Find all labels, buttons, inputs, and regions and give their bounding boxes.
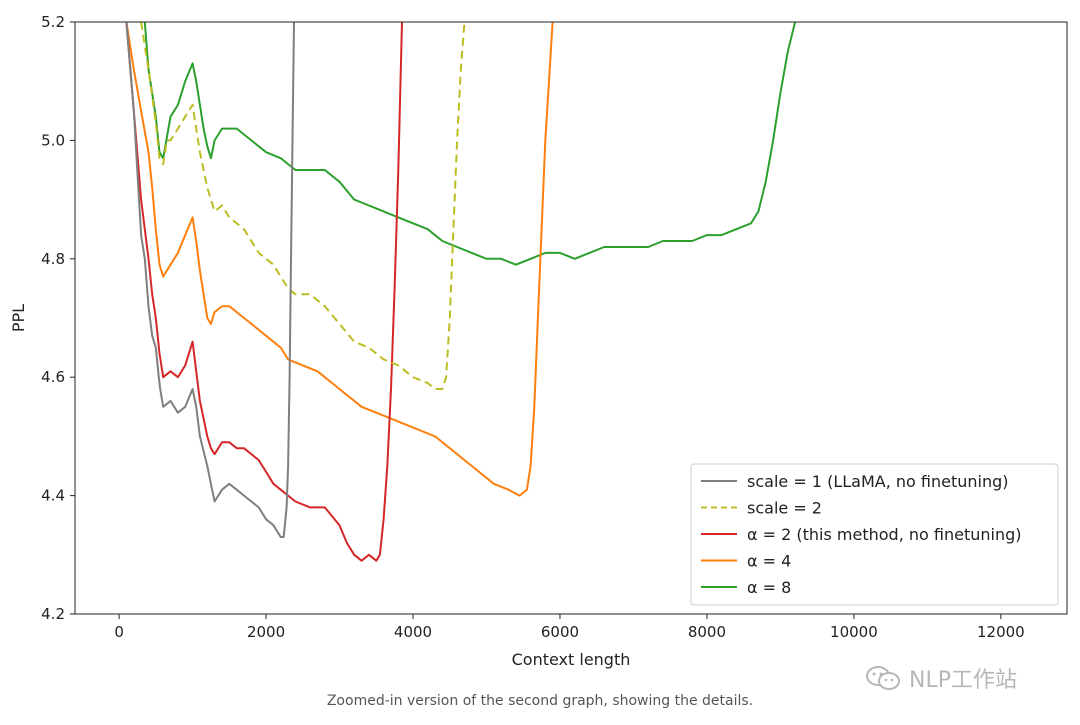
legend-entry: α = 2 (this method, no finetuning) <box>747 525 1022 544</box>
y-tick-label: 5.2 <box>41 13 65 31</box>
x-axis-label: Context length <box>512 650 631 669</box>
x-tick-label: 2000 <box>247 623 285 641</box>
legend-entry: α = 4 <box>747 552 791 571</box>
y-tick-label: 5.0 <box>41 131 65 149</box>
plot-frame <box>74 21 1068 615</box>
x-tick-label: 6000 <box>541 623 579 641</box>
watermark-text: NLP工作站 <box>909 668 1017 693</box>
y-tick-label: 4.4 <box>41 487 65 505</box>
y-axis-label: PPL <box>9 304 28 332</box>
series-line-1 <box>125 22 295 538</box>
legend: scale = 1 (LLaMA, no finetuning) scale = … <box>690 463 1059 606</box>
chart: 0 2000 4000 6000 8000 10000 12000 4.2 4.4 4.6 4.8… <box>9 13 1068 669</box>
series-line-3 <box>125 22 403 562</box>
x-tick-label: 12000 <box>977 623 1025 641</box>
y-tick-label: 4.6 <box>41 368 65 386</box>
y-tick-label: 4.8 <box>41 250 65 268</box>
series-line-5 <box>143 22 797 266</box>
legend-frame <box>690 463 1059 606</box>
x-tick-label: 10000 <box>830 623 878 641</box>
series-line-2 <box>140 22 466 390</box>
legend-entry: scale = 1 (LLaMA, no finetuning) <box>747 472 1008 491</box>
watermark: NLP工作站 <box>865 662 1017 694</box>
y-tick-label: 4.2 <box>41 605 65 623</box>
y-axis: 4.2 4.4 4.6 4.8 5.0 5.2 <box>41 13 75 623</box>
x-tick-label: 4000 <box>394 623 432 641</box>
x-tick-label: 0 <box>114 623 124 641</box>
figure-caption: Zoomed-in version of the second graph, s… <box>326 693 754 709</box>
legend-entry: scale = 2 <box>747 499 822 518</box>
x-tick-label: 8000 <box>688 623 726 641</box>
plot-area <box>125 22 797 562</box>
x-axis: 0 2000 4000 6000 8000 10000 12000 <box>114 614 1025 641</box>
wechat-icon <box>866 666 900 690</box>
legend-entry: α = 8 <box>747 578 791 597</box>
series-line-4 <box>125 22 554 497</box>
